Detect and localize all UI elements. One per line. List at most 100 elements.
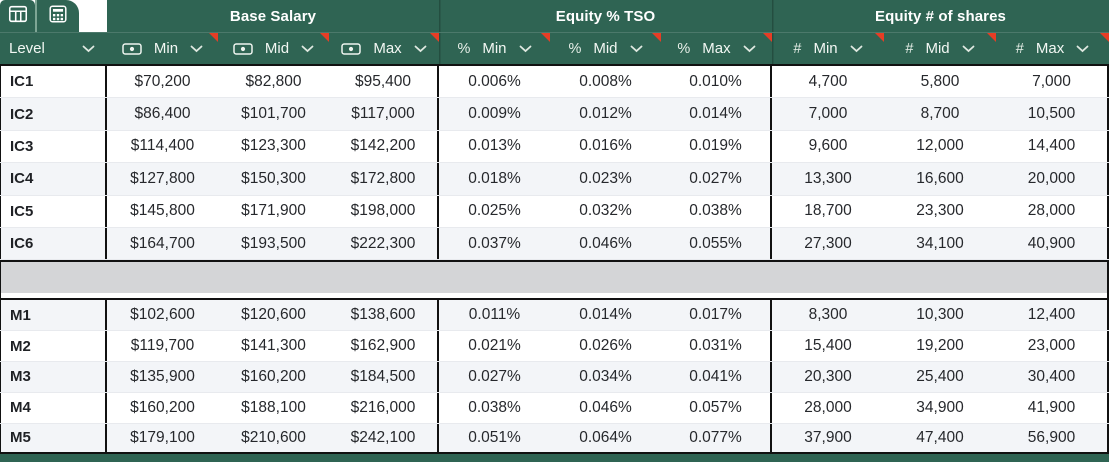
value-cell[interactable]: $150,300 [241,169,306,187]
value-cell[interactable]: 37,900 [804,428,852,446]
value-cell[interactable]: 0.006% [468,72,521,90]
column-header-level[interactable]: Level [0,33,107,64]
value-cell[interactable]: 10,300 [916,306,964,324]
value-cell[interactable]: 0.055% [661,227,772,260]
level-cell[interactable]: M2 [0,331,107,361]
value-cell[interactable]: $102,600 [130,306,195,324]
value-cell[interactable]: 20,300 [804,367,852,385]
value-cell[interactable]: $95,400 [329,66,439,98]
level-cell[interactable]: IC3 [0,130,107,163]
value-cell[interactable]: $160,200 [241,367,306,385]
value-cell[interactable]: 0.018% [468,169,521,187]
value-cell[interactable]: $222,300 [329,227,439,260]
tab-table-view[interactable] [0,0,35,32]
value-cell[interactable]: $114,400 [130,137,195,155]
column-header-equity-pct-mid[interactable]: % Mid [550,33,661,64]
value-cell[interactable]: 0.012% [579,105,632,123]
value-cell[interactable]: 20,000 [996,163,1109,195]
group-header-equity-pct[interactable]: Equity % TSO [439,0,772,32]
value-cell[interactable]: 0.038% [661,195,772,227]
value-cell[interactable]: 0.010% [661,66,772,98]
value-cell[interactable]: 7,000 [808,105,848,123]
value-cell[interactable]: 12,400 [996,300,1109,331]
value-cell[interactable]: 0.064% [579,428,632,446]
value-cell[interactable]: 0.016% [579,137,632,155]
value-cell[interactable]: $119,700 [130,337,195,355]
value-cell[interactable]: 0.014% [661,98,772,130]
level-cell[interactable]: M3 [0,361,107,392]
value-cell[interactable]: 7,000 [996,66,1109,98]
value-cell[interactable]: $210,600 [241,428,306,446]
value-cell[interactable]: $145,800 [130,202,195,220]
level-cell[interactable]: IC6 [0,227,107,260]
column-header-equity-pct-min[interactable]: % Min [439,33,550,64]
value-cell[interactable]: $164,700 [130,234,195,252]
value-cell[interactable]: 0.077% [661,423,772,453]
value-cell[interactable]: 12,000 [916,137,964,155]
value-cell[interactable]: $127,800 [130,169,195,187]
value-cell[interactable]: 0.046% [579,398,632,416]
value-cell[interactable]: 0.023% [579,169,632,187]
value-cell[interactable]: 9,600 [808,137,848,155]
tab-grid-view[interactable] [35,0,79,32]
value-cell[interactable]: 0.027% [661,163,772,195]
level-cell[interactable]: IC5 [0,195,107,227]
value-cell[interactable]: $138,600 [329,300,439,331]
value-cell[interactable]: 28,000 [804,398,852,416]
value-cell[interactable]: 0.009% [468,105,521,123]
value-cell[interactable]: 18,700 [804,202,852,220]
value-cell[interactable]: 0.013% [468,137,521,155]
column-header-base-min[interactable]: Min [107,33,218,64]
value-cell[interactable]: 0.057% [661,392,772,423]
value-cell[interactable]: $162,900 [329,331,439,361]
value-cell[interactable]: 0.011% [468,306,521,324]
column-header-shares-max[interactable]: # Max [996,33,1109,64]
group-header-equity-shares[interactable]: Equity # of shares [772,0,1109,32]
value-cell[interactable]: $188,100 [241,398,306,416]
value-cell[interactable]: 0.041% [661,361,772,392]
value-cell[interactable]: $184,500 [329,361,439,392]
value-cell[interactable]: $216,000 [329,392,439,423]
value-cell[interactable]: 0.051% [468,428,521,446]
value-cell[interactable]: 10,500 [996,98,1109,130]
value-cell[interactable]: 0.021% [468,337,521,355]
value-cell[interactable]: 23,000 [996,331,1109,361]
value-cell[interactable]: 56,900 [996,423,1109,453]
value-cell[interactable]: $242,100 [329,423,439,453]
value-cell[interactable]: $70,200 [134,72,191,90]
level-cell[interactable]: IC1 [0,66,107,98]
value-cell[interactable]: 27,300 [804,234,852,252]
value-cell[interactable]: 28,000 [996,195,1109,227]
value-cell[interactable]: $101,700 [241,105,306,123]
value-cell[interactable]: $123,300 [241,137,306,155]
level-cell[interactable]: M5 [0,423,107,453]
value-cell[interactable]: 0.027% [468,367,521,385]
value-cell[interactable]: 0.017% [661,300,772,331]
level-cell[interactable]: IC4 [0,163,107,195]
value-cell[interactable]: 41,900 [996,392,1109,423]
value-cell[interactable]: $82,800 [245,72,302,90]
value-cell[interactable]: 34,100 [916,234,964,252]
value-cell[interactable]: 15,400 [804,337,852,355]
level-cell[interactable]: IC2 [0,98,107,130]
value-cell[interactable]: 8,700 [920,105,960,123]
value-cell[interactable]: $193,500 [241,234,306,252]
value-cell[interactable]: 0.008% [579,72,632,90]
value-cell[interactable]: 40,900 [996,227,1109,260]
value-cell[interactable]: $160,200 [130,398,195,416]
value-cell[interactable]: $120,600 [241,306,306,324]
value-cell[interactable]: 0.026% [579,337,632,355]
value-cell[interactable]: $179,100 [130,428,195,446]
value-cell[interactable]: $142,200 [329,130,439,163]
value-cell[interactable]: $135,900 [130,367,195,385]
value-cell[interactable]: $86,400 [134,105,191,123]
value-cell[interactable]: 13,300 [804,169,852,187]
value-cell[interactable]: 0.014% [579,306,632,324]
column-header-equity-pct-max[interactable]: % Max [661,33,772,64]
value-cell[interactable]: 0.046% [579,234,632,252]
value-cell[interactable]: 14,400 [996,130,1109,163]
value-cell[interactable]: 5,800 [920,72,960,90]
value-cell[interactable]: 25,400 [916,367,964,385]
value-cell[interactable]: 0.032% [579,202,632,220]
value-cell[interactable]: 0.037% [468,234,521,252]
